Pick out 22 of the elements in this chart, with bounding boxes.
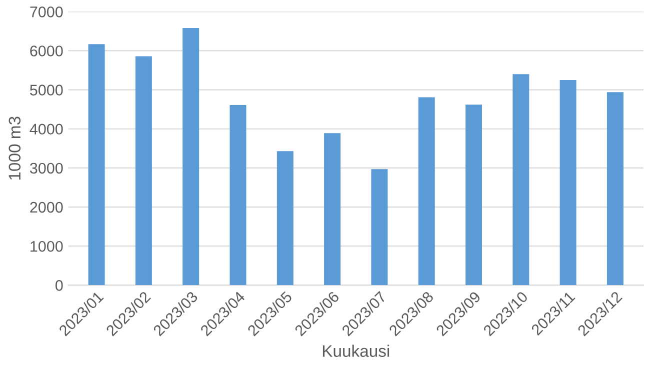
bar: [466, 104, 482, 286]
bar: [371, 169, 388, 286]
y-tick-label: 3000: [30, 162, 63, 174]
bar: [512, 74, 530, 286]
bar: [182, 28, 200, 286]
y-tick-label: 0: [55, 280, 63, 291]
y-tick-label: 1000: [30, 240, 63, 252]
x-axis-title: Kuukausi: [322, 344, 390, 357]
bar: [606, 92, 624, 286]
y-tick-label: 4000: [30, 124, 63, 135]
bar: [418, 97, 435, 286]
y-axis-title: 1000 m3: [8, 116, 21, 180]
bar: [88, 44, 105, 286]
bar: [276, 151, 294, 286]
bar: [230, 105, 246, 286]
y-tick-label: 6000: [30, 46, 63, 56]
y-tick-label: 7000: [30, 6, 63, 18]
bar: [324, 133, 341, 286]
bar: [560, 80, 576, 286]
bar: [135, 56, 152, 286]
y-tick-label: 2000: [30, 202, 63, 213]
y-tick-label: 5000: [30, 84, 63, 96]
